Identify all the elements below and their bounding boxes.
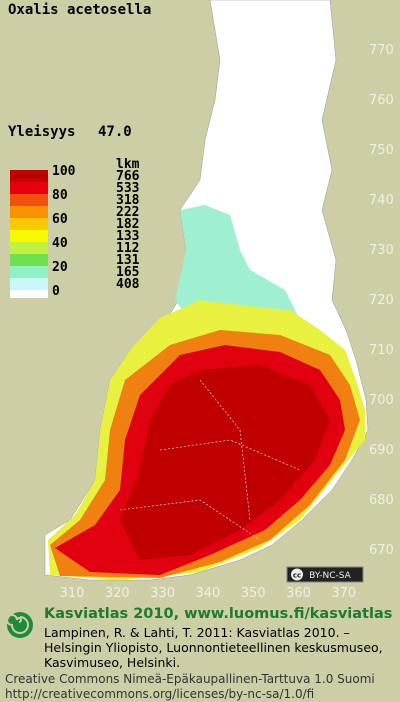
species-title: Oxalis acetosella: [8, 2, 151, 18]
legend-swatch: [10, 242, 48, 254]
easting-tick: 330: [150, 586, 175, 601]
legend-level: 60: [52, 212, 68, 227]
legend-count: 766: [116, 169, 140, 184]
prevalence-label: Yleisyys: [8, 124, 75, 140]
tick-labels: 770 760 750 740 730 720 710 700 690 680 670 310 320 3…: [60, 43, 394, 601]
citation-line: Kasvimuseo, Helsinki.: [44, 655, 180, 670]
legend-swatch: [10, 278, 48, 290]
legend-count: 112: [116, 241, 139, 256]
easting-tick: 360: [286, 586, 311, 601]
northing-tick: 760: [369, 93, 394, 108]
northing-tick: 700: [369, 393, 394, 408]
license-line: Creative Commons Nimeä-Epäkaupallinen-Ta…: [5, 672, 375, 686]
region-borders: [119, 89, 321, 541]
legend-count: 318: [116, 193, 140, 208]
legend-swatch: [10, 254, 48, 266]
license-line: http://creativecommons.org/licenses/by-n…: [5, 687, 314, 701]
legend-level: 0: [52, 284, 60, 299]
badge-box: [286, 566, 364, 583]
northing-tick: 750: [369, 143, 394, 158]
easting-tick: 310: [60, 586, 85, 601]
finland-map: [44, 0, 369, 581]
legend-swatch: [10, 230, 48, 242]
legend-count: 408: [116, 277, 140, 292]
legend-swatch: [10, 170, 48, 182]
legend-count: 165: [116, 265, 139, 280]
easting-tick: 340: [195, 586, 220, 601]
northing-tick: 680: [369, 493, 394, 508]
license-badge: cc BY-NC-SA: [286, 566, 364, 583]
legend-swatch: [10, 182, 48, 194]
legend-level: 40: [52, 236, 68, 251]
northing-tick: 730: [369, 243, 394, 258]
northing-tick: 770: [369, 43, 394, 58]
legend-count: 131: [116, 253, 140, 268]
northing-tick: 720: [369, 293, 394, 308]
prevalence-value: 47.0: [98, 124, 132, 140]
legend-header: lkm: [116, 157, 140, 172]
logo: [6, 612, 33, 638]
legend-swatch: [10, 266, 48, 278]
legend-count: 182: [116, 217, 139, 232]
northing-tick: 740: [369, 193, 394, 208]
legend-swatch: [10, 194, 48, 206]
legend-swatch: [10, 218, 48, 230]
citation-line: Lampinen, R. & Lahti, T. 2011: Kasviatla…: [44, 625, 350, 640]
legend-count: 133: [116, 229, 139, 244]
badge-symbol: cc: [293, 572, 301, 580]
easting-tick: 370: [331, 586, 356, 601]
northing-tick: 670: [369, 543, 394, 558]
badge-icon: [291, 568, 303, 581]
footer: Kasviatlas 2010, www.luomus.fi/kasviatla…: [5, 606, 392, 701]
northing-tick: 710: [369, 343, 394, 358]
legend-count: 533: [116, 181, 139, 196]
legend-level: 80: [52, 188, 68, 203]
footer-heading: Kasviatlas 2010, www.luomus.fi/kasviatla…: [44, 606, 392, 622]
top-zone: [120, 365, 330, 560]
legend-swatch: [10, 206, 48, 218]
badge-text: BY-NC-SA: [309, 571, 352, 581]
easting-tick: 320: [105, 586, 130, 601]
citation-line: Helsingin Yliopisto, Luonnontieteellinen…: [44, 640, 383, 655]
easting-tick: 350: [241, 586, 266, 601]
legend-level: 20: [52, 260, 68, 275]
legend-count: 222: [116, 205, 139, 220]
legend-level: 100: [52, 164, 76, 179]
legend-swatch-empty: [10, 290, 48, 298]
northing-tick: 690: [369, 443, 394, 458]
